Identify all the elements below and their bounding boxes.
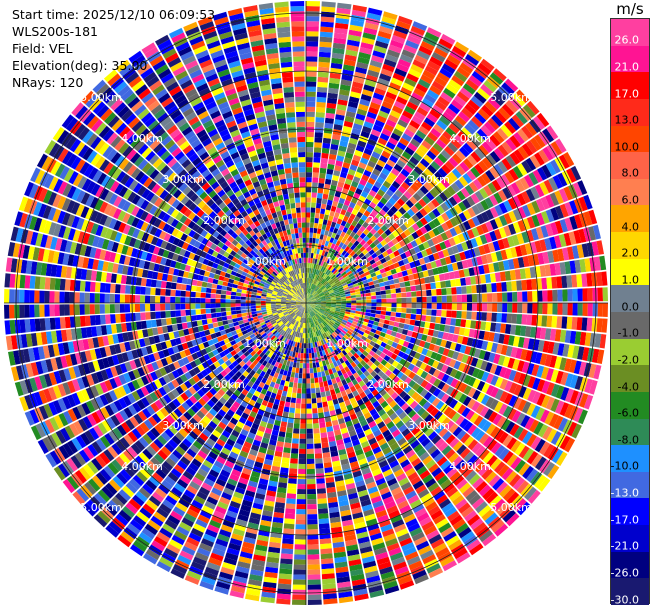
colorbar-segment xyxy=(611,152,649,180)
colorbar-segment xyxy=(611,45,649,73)
colorbar-segment xyxy=(611,578,649,606)
colorbar-tick-label: -13.0 xyxy=(610,486,639,500)
range-label: 5.00km xyxy=(490,91,532,104)
colorbar-tick-label: 0.0 xyxy=(621,300,640,314)
colorbar-tick-label: 6.0 xyxy=(621,193,640,207)
colorbar-unit: m/s xyxy=(616,0,644,18)
colorbar-tick-label: 8.0 xyxy=(621,166,640,180)
colorbar-segment xyxy=(611,498,649,526)
range-label: 4.00km xyxy=(449,460,491,473)
nrays-text: NRays: 120 xyxy=(12,75,84,90)
colorbar-segment xyxy=(611,205,649,233)
colorbar-segment xyxy=(611,178,649,206)
colorbar-tick-label: -30.0 xyxy=(610,593,639,607)
range-label: 2.00km xyxy=(203,214,245,227)
range-label: 1.00km xyxy=(326,255,368,268)
colorbar-tick-label: 26.0 xyxy=(614,33,640,47)
range-label: 1.00km xyxy=(244,337,286,350)
colorbar-tick-label: 4.0 xyxy=(621,220,640,234)
range-label: 5.00km xyxy=(80,501,122,514)
colorbar-segment xyxy=(611,551,649,579)
colorbar-segment xyxy=(611,72,649,100)
colorbar-segment xyxy=(611,391,649,420)
range-label: 5.00km xyxy=(80,91,122,104)
colorbar-segment xyxy=(611,258,649,286)
colorbar-tick-label: 1.0 xyxy=(621,273,640,287)
colorbar-tick-label: 13.0 xyxy=(614,113,640,127)
colorbar-tick-label: -10.0 xyxy=(610,459,639,473)
range-label: 4.00km xyxy=(121,460,163,473)
colorbar-segment xyxy=(611,19,649,47)
range-label: 3.00km xyxy=(408,419,450,432)
colorbar-segment xyxy=(611,232,649,260)
colorbar-tick-label: -8.0 xyxy=(617,433,639,447)
colorbar-segment xyxy=(611,125,649,153)
range-label: 2.00km xyxy=(203,378,245,391)
colorbar-tick-label: -17.0 xyxy=(610,513,639,527)
colorbar-segment xyxy=(611,338,649,366)
start-time-text: Start time: 2025/12/10 06:09:53 xyxy=(12,7,216,22)
colorbar-tick-label: -6.0 xyxy=(617,406,639,420)
colorbar: 26.0 21.0 17.0 13.0 10.0 8.0 6.0 4.0 2.0 1.0 0.0 -1… xyxy=(610,18,650,607)
range-label: 5.00km xyxy=(490,501,532,514)
scan-info-panel: Start time: 2025/12/10 06:09:53 WLS200s-… xyxy=(12,6,215,91)
colorbar-tick-label: -1.0 xyxy=(617,326,639,340)
elevation-text: Elevation(deg): 35.00 xyxy=(12,58,148,73)
instrument-text: WLS200s-181 xyxy=(12,24,98,39)
colorbar-tick-label: -26.0 xyxy=(610,566,639,580)
colorbar-tick-label: -21.0 xyxy=(610,539,639,553)
colorbar-segment xyxy=(611,98,649,127)
colorbar-segment xyxy=(611,312,649,340)
range-label: 1.00km xyxy=(244,255,286,268)
range-label: 4.00km xyxy=(449,132,491,145)
colorbar-tick-label: 10.0 xyxy=(614,140,640,154)
colorbar-segment xyxy=(611,285,649,313)
colorbar-segment xyxy=(611,418,649,446)
range-label: 3.00km xyxy=(408,173,450,186)
field-text: Field: VEL xyxy=(12,41,73,56)
colorbar-segment xyxy=(611,445,649,473)
range-labels: 1.00km 1.00km 1.00km 1.00km 2.00km 2.00km 2.00… xyxy=(80,91,532,514)
range-label: 2.00km xyxy=(367,378,409,391)
range-label: 2.00km xyxy=(367,214,409,227)
range-label: 1.00km xyxy=(326,337,368,350)
colorbar-segment xyxy=(611,525,649,553)
colorbar-tick-label: 17.0 xyxy=(614,87,640,101)
colorbar-tick-label: -2.0 xyxy=(617,353,639,367)
colorbar-tick-label: 2.0 xyxy=(621,246,640,260)
colorbar-tick-label: 21.0 xyxy=(614,60,640,74)
range-label: 3.00km xyxy=(162,419,204,432)
colorbar-segment xyxy=(611,365,649,393)
range-label: 4.00km xyxy=(121,132,163,145)
range-label: 3.00km xyxy=(162,173,204,186)
colorbar-tick-label: -4.0 xyxy=(617,380,639,394)
colorbar-segment xyxy=(611,471,649,499)
